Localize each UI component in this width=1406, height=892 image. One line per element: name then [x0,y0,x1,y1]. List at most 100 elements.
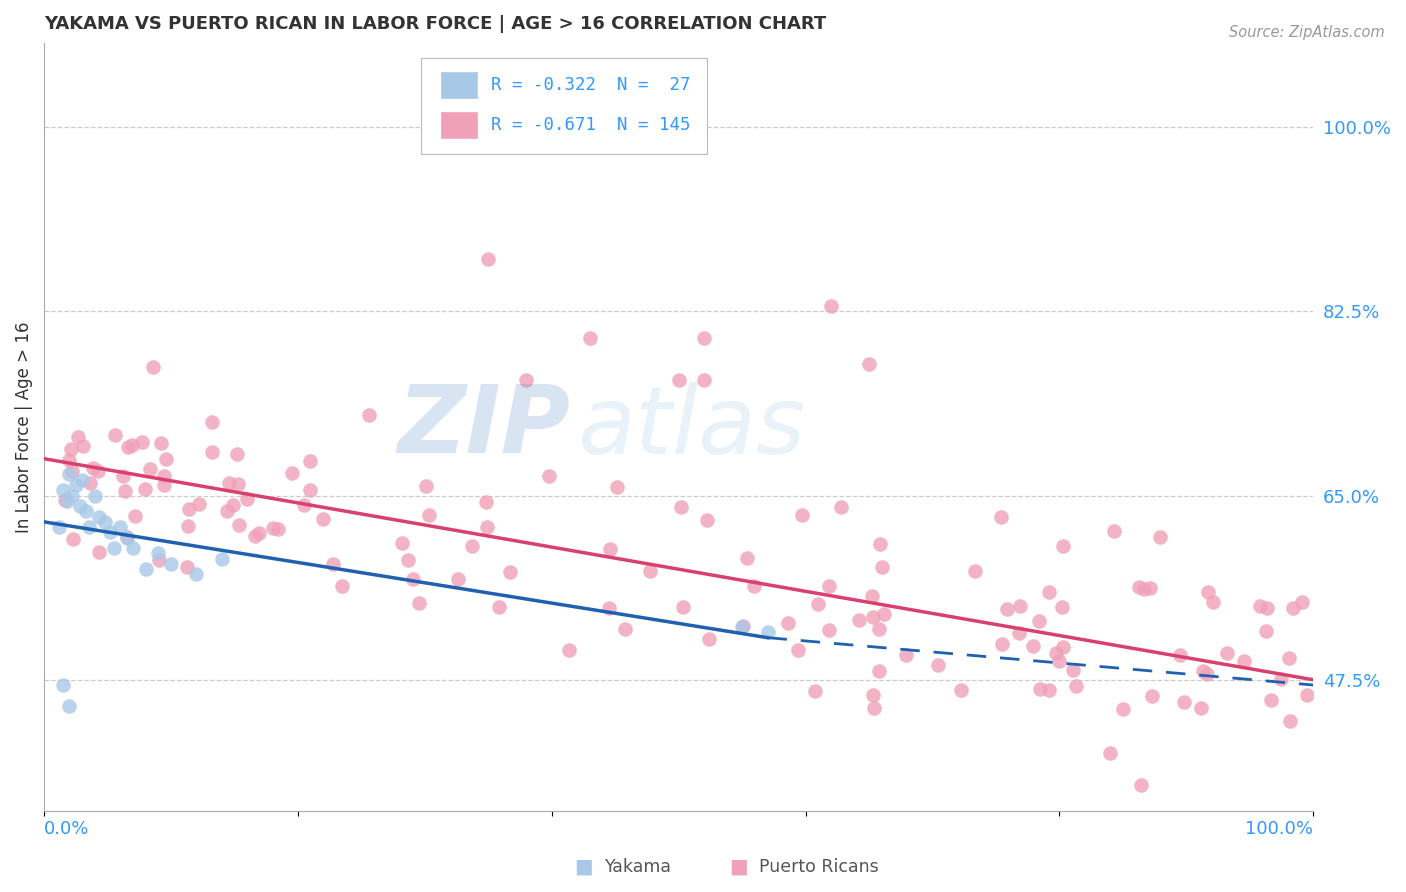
Point [176,560,198,574]
Point [1111,702,1133,716]
Point [1045,647,1067,661]
Point [153,468,176,483]
Point [134,482,156,496]
Point [477,519,499,533]
Point [804,684,827,698]
Point [696,512,718,526]
Point [787,643,810,657]
Point [228,517,250,532]
Text: Yakama: Yakama [605,858,672,876]
Text: ZIP: ZIP [398,381,571,473]
Point [1254,624,1277,638]
Point [187,496,209,510]
Point [52,678,75,692]
Point [477,252,499,266]
Point [1295,689,1317,703]
Point [415,479,437,493]
Point [872,560,894,574]
Point [111,469,134,483]
Bar [440,112,478,139]
Point [672,599,695,614]
Point [298,454,321,468]
Point [292,498,315,512]
Point [396,553,419,567]
Point [359,409,381,423]
Point [103,541,125,556]
Point [1052,539,1074,553]
Point [124,508,146,523]
Point [807,598,830,612]
Point [48,520,70,534]
Point [1130,778,1153,792]
Text: ▪: ▪ [728,853,748,881]
Point [1216,646,1239,660]
Point [693,373,716,387]
Point [218,475,240,490]
Point [1233,654,1256,668]
Point [868,664,890,678]
Point [820,299,842,313]
Point [262,521,284,535]
Point [418,508,440,523]
Bar [440,71,478,99]
Text: Source: ZipAtlas.com: Source: ZipAtlas.com [1229,25,1385,40]
Point [1038,682,1060,697]
Point [1049,654,1071,668]
Point [1170,648,1192,662]
Point [215,504,238,518]
Point [115,531,138,545]
Point [990,509,1012,524]
Point [60,489,83,503]
Point [391,536,413,550]
Point [862,688,884,702]
Point [312,512,335,526]
Point [792,508,814,523]
Point [949,683,972,698]
Point [735,551,758,566]
Point [117,530,139,544]
Point [995,602,1018,616]
Point [58,452,80,467]
Point [402,572,425,586]
Point [1010,599,1032,613]
Point [98,525,121,540]
Point [1062,664,1084,678]
Text: Puerto Ricans: Puerto Ricans [759,858,879,876]
Point [56,493,79,508]
Point [1195,666,1218,681]
Point [1192,664,1215,678]
Point [927,657,949,672]
Point [818,623,841,637]
Point [83,489,105,503]
Point [1052,600,1074,615]
Point [1064,679,1087,693]
Point [70,473,93,487]
Point [89,545,111,559]
Point [731,618,754,632]
Point [557,643,579,657]
Point [59,442,82,456]
Point [148,546,170,560]
Point [322,557,344,571]
Point [860,589,883,603]
Text: 100.0%: 100.0% [1246,820,1313,838]
Point [1249,599,1271,613]
Point [538,468,561,483]
Point [1128,580,1150,594]
Point [148,552,170,566]
Point [1038,584,1060,599]
Point [131,434,153,449]
Text: YAKAMA VS PUERTO RICAN IN LABOR FORCE | AGE > 16 CORRELATION CHART: YAKAMA VS PUERTO RICAN IN LABOR FORCE | … [44,15,827,33]
Point [894,648,917,662]
Point [114,483,136,498]
Point [488,600,510,615]
Point [408,596,430,610]
Point [55,492,77,507]
Point [579,331,602,345]
Point [121,438,143,452]
Point [79,476,101,491]
Point [122,541,145,556]
Point [1132,582,1154,596]
Point [117,440,139,454]
Point [52,483,75,498]
